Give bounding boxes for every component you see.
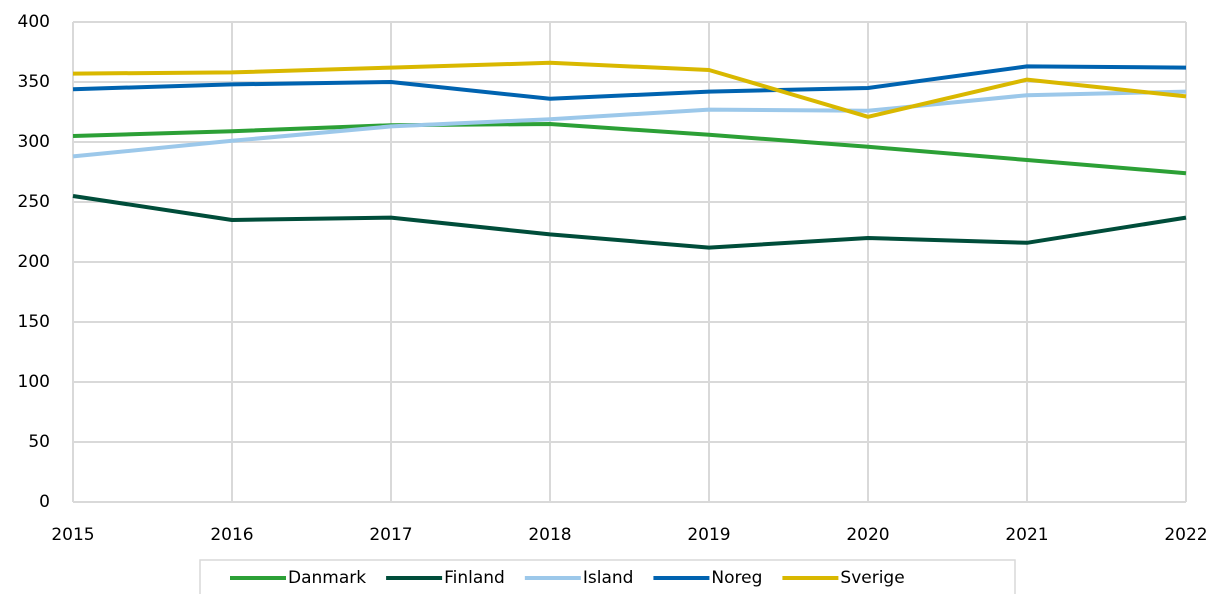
legend-label: Finland	[444, 568, 505, 588]
legend-box	[199, 559, 1016, 594]
x-tick-label: 2016	[210, 525, 253, 545]
y-tick-label: 50	[28, 432, 50, 452]
y-tick-label: 200	[18, 252, 50, 272]
series-line	[72, 60, 1187, 119]
x-tick-label: 2017	[369, 525, 412, 545]
series-line	[72, 64, 1187, 101]
y-tick-label: 100	[18, 372, 50, 392]
x-tick-label: 2015	[51, 525, 94, 545]
x-tick-label: 2021	[1005, 525, 1048, 545]
series-line	[72, 194, 1187, 250]
series-line	[72, 122, 1187, 176]
y-tick-label: 400	[18, 12, 50, 32]
x-tick-label: 2019	[687, 525, 730, 545]
y-tick-label: 0	[39, 492, 50, 512]
legend-label: Island	[583, 568, 634, 588]
y-tick-label: 150	[18, 312, 50, 332]
x-tick-label: 2022	[1164, 525, 1207, 545]
y-tick-label: 350	[18, 72, 50, 92]
series-line	[72, 89, 1187, 159]
y-tick-label: 300	[18, 132, 50, 152]
x-tick-label: 2020	[846, 525, 889, 545]
legend-label: Danmark	[288, 568, 366, 588]
x-tick-label: 2018	[528, 525, 571, 545]
legend-label: Sverige	[840, 568, 904, 588]
legend-label: Noreg	[711, 568, 762, 588]
y-tick-label: 250	[18, 192, 50, 212]
